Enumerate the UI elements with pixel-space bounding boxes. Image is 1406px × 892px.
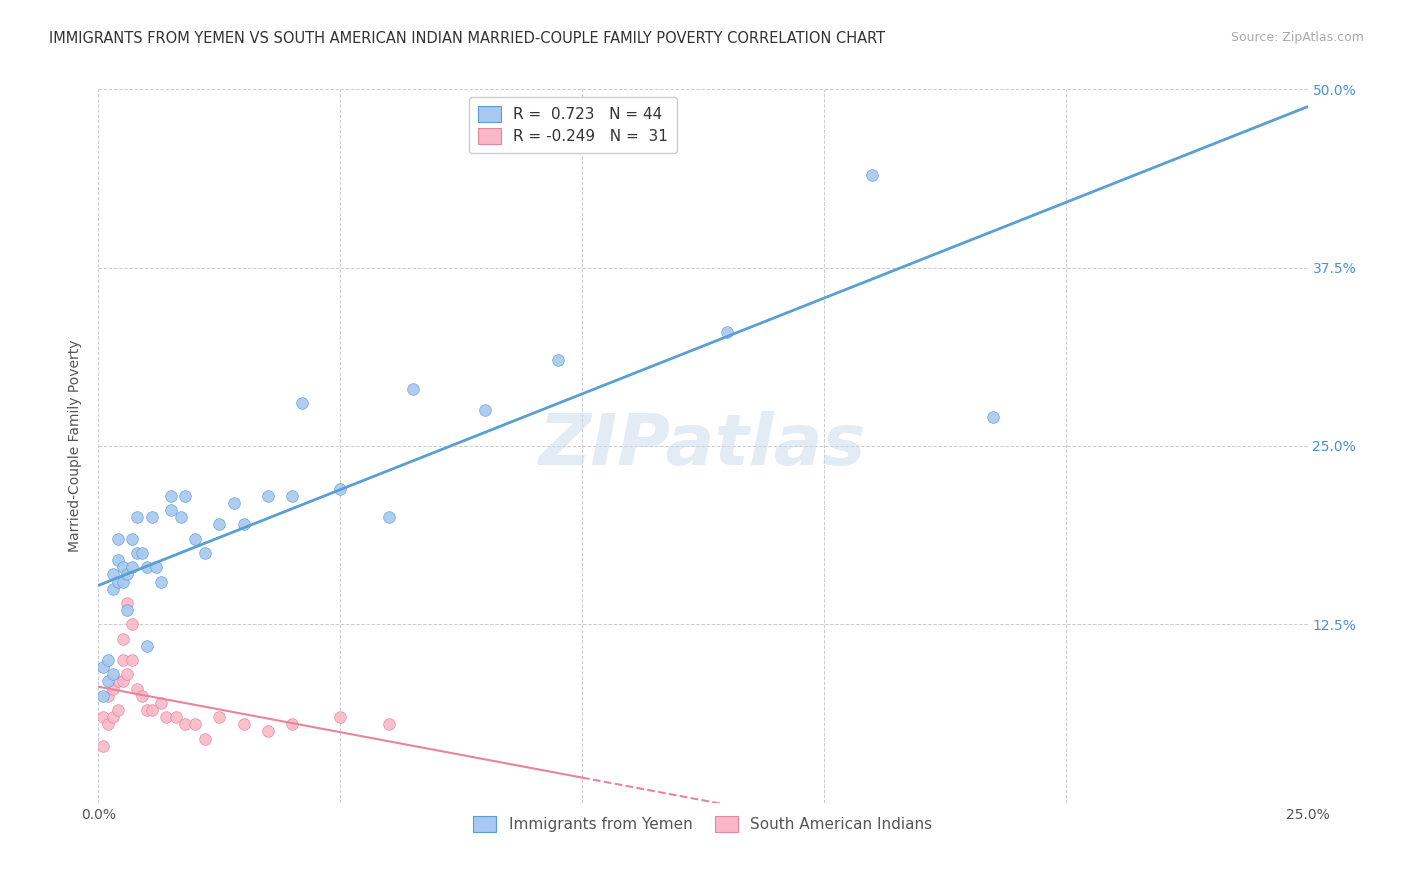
Text: Source: ZipAtlas.com: Source: ZipAtlas.com — [1230, 31, 1364, 45]
Point — [329, 710, 352, 724]
Point — [174, 489, 197, 503]
Point — [121, 560, 143, 574]
Point — [281, 489, 304, 503]
Point — [131, 546, 153, 560]
Point — [117, 596, 139, 610]
Point — [150, 574, 173, 589]
Point — [101, 681, 124, 696]
Point — [981, 410, 1004, 425]
Point — [174, 717, 197, 731]
Point — [256, 724, 278, 739]
Point — [716, 325, 738, 339]
Point — [194, 546, 217, 560]
Point — [222, 496, 245, 510]
Point — [377, 717, 399, 731]
Point — [160, 489, 183, 503]
Point — [329, 482, 352, 496]
Point — [97, 653, 120, 667]
Point — [194, 731, 217, 746]
Point — [208, 710, 231, 724]
Point — [107, 553, 129, 567]
Point — [135, 560, 157, 574]
Point — [141, 510, 163, 524]
Point — [141, 703, 163, 717]
Point — [127, 546, 149, 560]
Point — [117, 667, 139, 681]
Point — [107, 703, 129, 717]
Point — [97, 674, 120, 689]
Point — [107, 532, 129, 546]
Point — [860, 168, 883, 182]
Point — [107, 574, 129, 589]
Point — [91, 660, 114, 674]
Point — [169, 510, 191, 524]
Point — [184, 532, 207, 546]
Point — [208, 517, 231, 532]
Point — [101, 582, 124, 596]
Legend: Immigrants from Yemen, South American Indians: Immigrants from Yemen, South American In… — [467, 810, 939, 838]
Point — [184, 717, 207, 731]
Point — [150, 696, 173, 710]
Point — [121, 532, 143, 546]
Point — [91, 710, 114, 724]
Point — [91, 739, 114, 753]
Point — [290, 396, 312, 410]
Point — [97, 689, 120, 703]
Point — [101, 667, 124, 681]
Point — [155, 710, 177, 724]
Point — [232, 517, 254, 532]
Point — [101, 567, 124, 582]
Point — [377, 510, 399, 524]
Point — [111, 653, 134, 667]
Point — [111, 632, 134, 646]
Point — [107, 674, 129, 689]
Point — [101, 710, 124, 724]
Text: IMMIGRANTS FROM YEMEN VS SOUTH AMERICAN INDIAN MARRIED-COUPLE FAMILY POVERTY COR: IMMIGRANTS FROM YEMEN VS SOUTH AMERICAN … — [49, 31, 886, 46]
Point — [91, 689, 114, 703]
Point — [111, 560, 134, 574]
Point — [165, 710, 187, 724]
Point — [145, 560, 167, 574]
Point — [474, 403, 496, 417]
Point — [121, 653, 143, 667]
Point — [135, 639, 157, 653]
Point — [402, 382, 425, 396]
Point — [256, 489, 278, 503]
Point — [127, 510, 149, 524]
Point — [117, 567, 139, 582]
Point — [117, 603, 139, 617]
Point — [127, 681, 149, 696]
Point — [131, 689, 153, 703]
Text: ZIPatlas: ZIPatlas — [540, 411, 866, 481]
Point — [547, 353, 569, 368]
Point — [135, 703, 157, 717]
Point — [111, 574, 134, 589]
Point — [281, 717, 304, 731]
Point — [97, 717, 120, 731]
Point — [111, 674, 134, 689]
Point — [232, 717, 254, 731]
Y-axis label: Married-Couple Family Poverty: Married-Couple Family Poverty — [69, 340, 83, 552]
Point — [160, 503, 183, 517]
Point — [121, 617, 143, 632]
